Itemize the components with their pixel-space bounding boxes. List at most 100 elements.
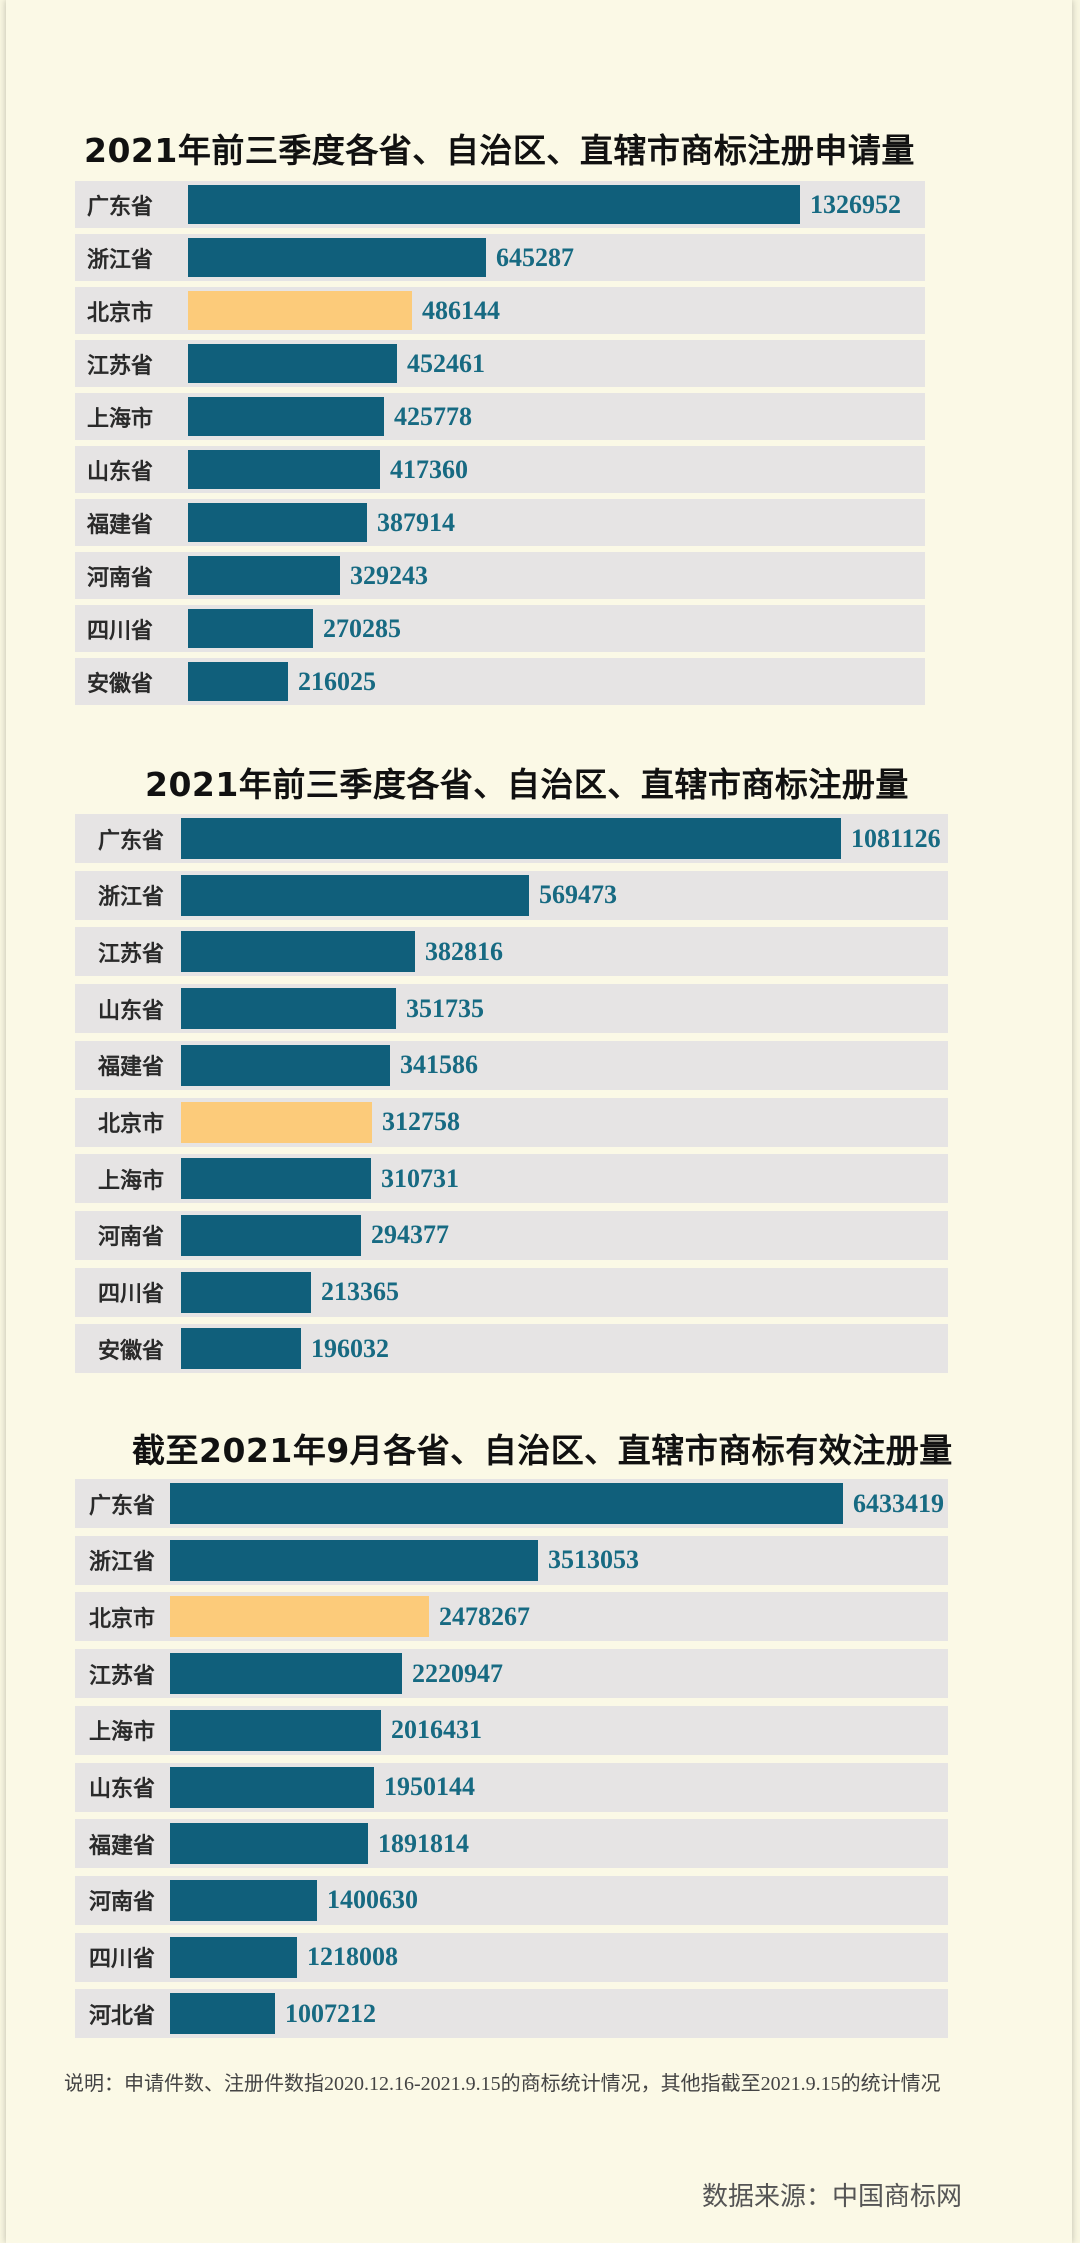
value-label: 213365 <box>321 1277 399 1307</box>
category-label: 福建省 <box>89 1833 156 1859</box>
bar <box>170 1993 275 2035</box>
chart-2-title: 2021年前三季度各省、自治区、直辖市商标注册量 <box>145 765 909 804</box>
value-label: 425778 <box>394 401 472 431</box>
category-label: 河南省 <box>89 1890 156 1916</box>
value-label: 351735 <box>406 993 484 1023</box>
value-label: 216025 <box>298 666 376 696</box>
bar-row: 安徽省 196032 <box>75 1324 948 1374</box>
bar <box>188 397 384 436</box>
bar-row: 广东省 1326952 <box>75 181 925 228</box>
category-label: 河南省 <box>87 565 154 591</box>
value-label: 294377 <box>371 1220 449 1250</box>
value-label: 2478267 <box>439 1601 530 1631</box>
value-label: 417360 <box>390 454 468 484</box>
bar <box>188 609 313 648</box>
bar <box>188 344 397 383</box>
value-label: 3513053 <box>548 1545 639 1575</box>
category-label: 河南省 <box>98 1225 165 1251</box>
value-label: 312758 <box>382 1107 460 1136</box>
category-label: 安徽省 <box>98 1338 165 1364</box>
category-label: 福建省 <box>98 1055 165 1081</box>
bar-row: 广东省 6433419 <box>75 1479 948 1528</box>
bar <box>170 1653 402 1695</box>
bar-row: 安徽省 216025 <box>75 658 925 705</box>
bar <box>181 1158 371 1200</box>
bar <box>188 291 412 330</box>
bar-row: 浙江省 569473 <box>75 870 948 920</box>
bar-row: 浙江省 645287 <box>75 234 925 281</box>
category-label: 北京市 <box>87 300 154 326</box>
bar-row: 北京市 312758 <box>75 1097 948 1147</box>
category-label: 河北省 <box>89 2003 156 2029</box>
category-label: 广东省 <box>98 828 165 854</box>
chart-3: 广东省 6433419 浙江省 3513053 北京市 2478267 江苏省 2220947… <box>75 1479 948 2039</box>
data-source: 数据来源：中国商标网 <box>701 2182 962 2211</box>
bar <box>170 1766 374 1808</box>
bar-row: 四川省 213365 <box>75 1267 948 1317</box>
category-label: 福建省 <box>87 512 154 538</box>
bar-row: 河北省 1007212 <box>75 1989 948 2039</box>
bar <box>188 238 486 277</box>
bar-row: 江苏省 2220947 <box>75 1649 948 1699</box>
bar <box>188 503 367 542</box>
bar <box>181 1044 390 1086</box>
bar-row: 山东省 351735 <box>75 984 948 1034</box>
bar <box>188 450 380 489</box>
category-label: 山东省 <box>87 459 154 485</box>
bar-row: 山东省 417360 <box>75 446 925 493</box>
value-label: 1007212 <box>285 1998 376 2028</box>
value-label: 270285 <box>323 613 401 643</box>
chart-2: 广东省 1081126 浙江省 569473 江苏省 382816 山东省 351735 福建省… <box>75 814 948 1374</box>
value-label: 1891814 <box>378 1828 469 1858</box>
bar <box>170 1596 429 1638</box>
value-label: 382816 <box>425 936 503 966</box>
bar-row: 江苏省 382816 <box>75 927 948 977</box>
value-label: 1081126 <box>851 823 941 853</box>
category-label: 江苏省 <box>89 1663 156 1689</box>
category-label: 浙江省 <box>87 247 154 273</box>
chart-1-title: 2021年前三季度各省、自治区、直辖市商标注册申请量 <box>84 131 915 170</box>
category-label: 四川省 <box>98 1282 165 1308</box>
bar-row: 北京市 2478267 <box>75 1592 948 1642</box>
value-label: 2220947 <box>412 1658 503 1688</box>
value-label: 1950144 <box>384 1772 475 1801</box>
bar-row: 上海市 310731 <box>75 1154 948 1204</box>
value-label: 2016431 <box>391 1715 482 1745</box>
bar <box>188 662 288 701</box>
chart-1: 广东省 1326952 浙江省 645287 北京市 486144 江苏省 452461 上海市… <box>75 181 925 705</box>
footnote: 说明：申请件数、注册件数指2020.12.16-2021.9.15的商标统计情况… <box>64 2073 941 2095</box>
category-label: 四川省 <box>89 1947 156 1973</box>
value-label: 329243 <box>350 560 428 590</box>
bar <box>181 931 415 973</box>
category-label: 四川省 <box>87 618 154 644</box>
bar-row: 四川省 1218008 <box>75 1932 948 1982</box>
bar-row: 四川省 270285 <box>75 605 925 652</box>
bar <box>170 1539 538 1581</box>
value-label: 387914 <box>377 507 455 537</box>
category-label: 上海市 <box>89 1720 156 1746</box>
bar <box>170 1936 297 1978</box>
category-label: 浙江省 <box>89 1550 156 1576</box>
category-label: 山东省 <box>98 998 165 1024</box>
bar <box>170 1879 317 1921</box>
bar-row: 福建省 341586 <box>75 1040 948 1090</box>
bar-row: 山东省 1950144 <box>75 1762 948 1812</box>
value-label: 1326952 <box>810 189 901 219</box>
category-label: 广东省 <box>87 194 154 220</box>
value-label: 196032 <box>311 1333 389 1363</box>
category-label: 广东省 <box>89 1493 156 1519</box>
bar <box>188 185 800 224</box>
bar <box>181 1101 372 1143</box>
bar <box>181 1271 311 1313</box>
bar-row: 江苏省 452461 <box>75 340 925 387</box>
bar <box>188 556 340 595</box>
bar-row: 河南省 329243 <box>75 552 925 599</box>
bar-row: 浙江省 3513053 <box>75 1535 948 1585</box>
value-label: 6433419 <box>853 1488 944 1518</box>
bar <box>170 1709 381 1751</box>
value-label: 1400630 <box>327 1885 418 1915</box>
bar-row: 北京市 486144 <box>75 287 925 334</box>
value-label: 486144 <box>422 295 500 325</box>
category-label: 山东省 <box>89 1777 156 1802</box>
bar-row: 河南省 1400630 <box>75 1875 948 1925</box>
